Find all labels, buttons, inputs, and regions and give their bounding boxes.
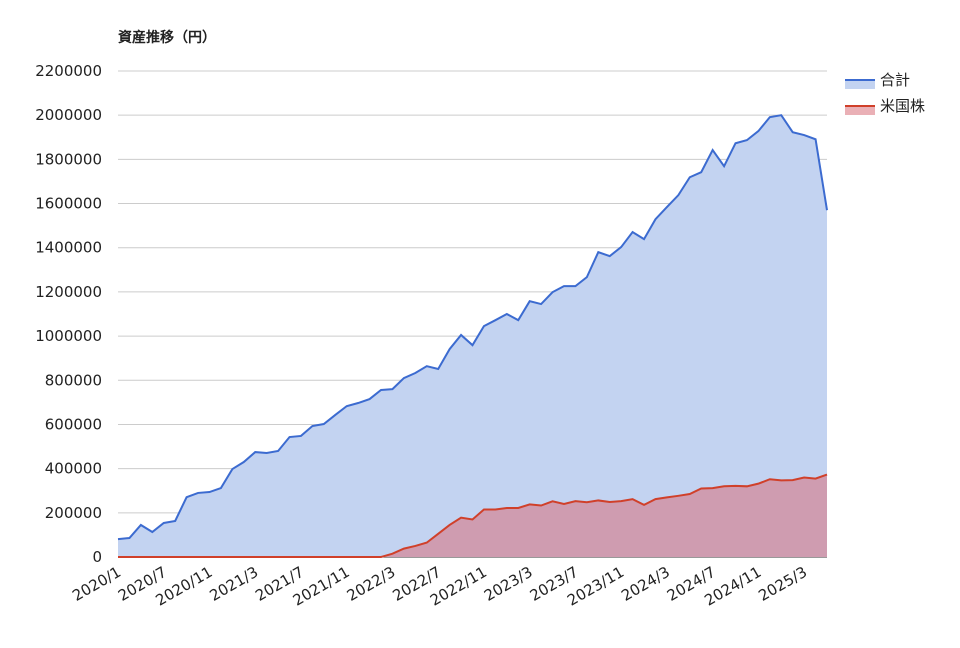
chart-title: 資産推移（円） (118, 29, 216, 46)
y-tick-label: 1200000 (35, 283, 102, 301)
x-tick-label: 2023/3 (481, 563, 536, 605)
y-tick-label: 200000 (45, 504, 102, 522)
line (117, 114, 828, 541)
legend-swatch (845, 80, 875, 89)
y-tick-label: 1600000 (35, 195, 102, 213)
legend-swatch (845, 106, 875, 115)
y-tick-label: 2000000 (35, 106, 102, 124)
area-fill (118, 115, 827, 557)
y-tick-label: 1800000 (35, 150, 102, 168)
y-tick-label: 0 (92, 548, 102, 566)
x-tick-label: 2021/3 (207, 563, 262, 605)
area-fill (118, 474, 827, 557)
legend-label: 合計 (880, 71, 910, 89)
y-tick-label: 600000 (45, 415, 102, 433)
x-tick-label: 2020/1 (69, 563, 124, 605)
x-tick-label: 2025/3 (755, 563, 810, 605)
line (118, 473, 828, 558)
y-tick-label: 1400000 (35, 239, 102, 257)
x-tick-label: 2022/3 (344, 563, 399, 605)
y-tick-label: 2200000 (35, 62, 102, 80)
legend-label: 米国株 (880, 97, 925, 115)
y-tick-label: 800000 (45, 371, 102, 389)
y-tick-label: 400000 (45, 460, 102, 478)
y-tick-label: 1000000 (35, 327, 102, 345)
x-tick-label: 2024/3 (618, 563, 673, 605)
